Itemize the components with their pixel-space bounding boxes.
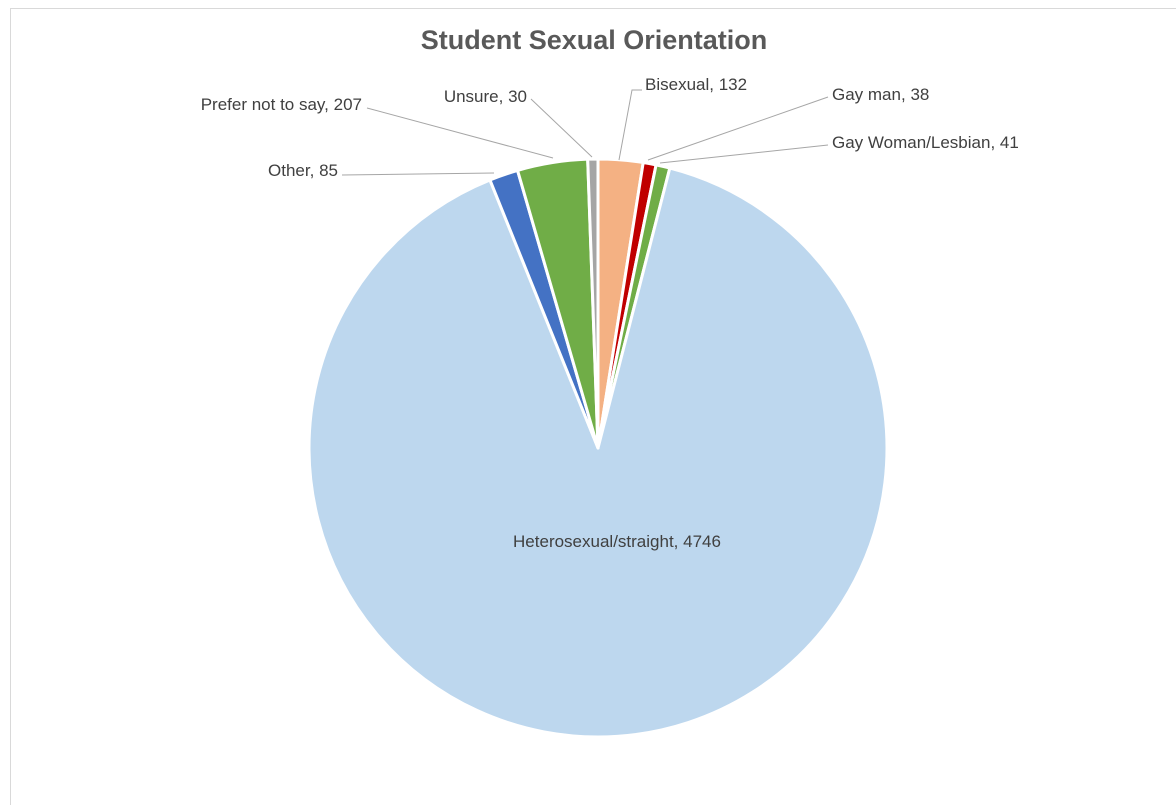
data-label-value: 85: [319, 161, 338, 180]
data-label-separator: ,: [499, 87, 508, 106]
leader-line: [530, 98, 593, 158]
data-label-category: Other: [268, 161, 311, 180]
leader-line: [618, 89, 642, 161]
data-label-value: 4746: [683, 532, 721, 551]
leader-line: [647, 96, 829, 161]
data-label-category: Bisexual: [645, 75, 709, 94]
data-label-value: 38: [910, 85, 929, 104]
data-label-value: 207: [334, 95, 362, 114]
data-label: Bisexual, 132: [645, 75, 747, 94]
data-label-value: 132: [719, 75, 747, 94]
data-label-value: 41: [1000, 133, 1019, 152]
data-label: Gay Woman/Lesbian, 41: [832, 133, 1019, 152]
data-label: Unsure, 30: [444, 87, 527, 106]
data-label-separator: ,: [901, 85, 910, 104]
pie-slice: [586, 157, 600, 450]
data-label-category: Unsure: [444, 87, 499, 106]
data-label-category: Heterosexual/straight: [513, 532, 674, 551]
data-label: Other, 85: [268, 161, 338, 180]
data-label-category: Gay Woman/Lesbian: [832, 133, 990, 152]
data-label: Heterosexual/straight, 4746: [513, 532, 721, 551]
data-label: Gay man, 38: [832, 85, 929, 104]
data-label-separator: ,: [990, 133, 999, 152]
data-label-separator: ,: [709, 75, 718, 94]
data-label-separator: ,: [674, 532, 683, 551]
leader-line: [366, 107, 554, 159]
data-label: Prefer not to say, 207: [201, 95, 362, 114]
data-label-value: 30: [508, 87, 527, 106]
chart-title: Student Sexual Orientation: [421, 25, 768, 55]
pie-slice: [307, 166, 889, 739]
data-label-category: Prefer not to say: [201, 95, 326, 114]
leader-line: [341, 172, 495, 176]
leader-line: [659, 144, 829, 164]
data-label-separator: ,: [310, 161, 319, 180]
data-label-category: Gay man: [832, 85, 901, 104]
data-label-separator: ,: [324, 95, 333, 114]
